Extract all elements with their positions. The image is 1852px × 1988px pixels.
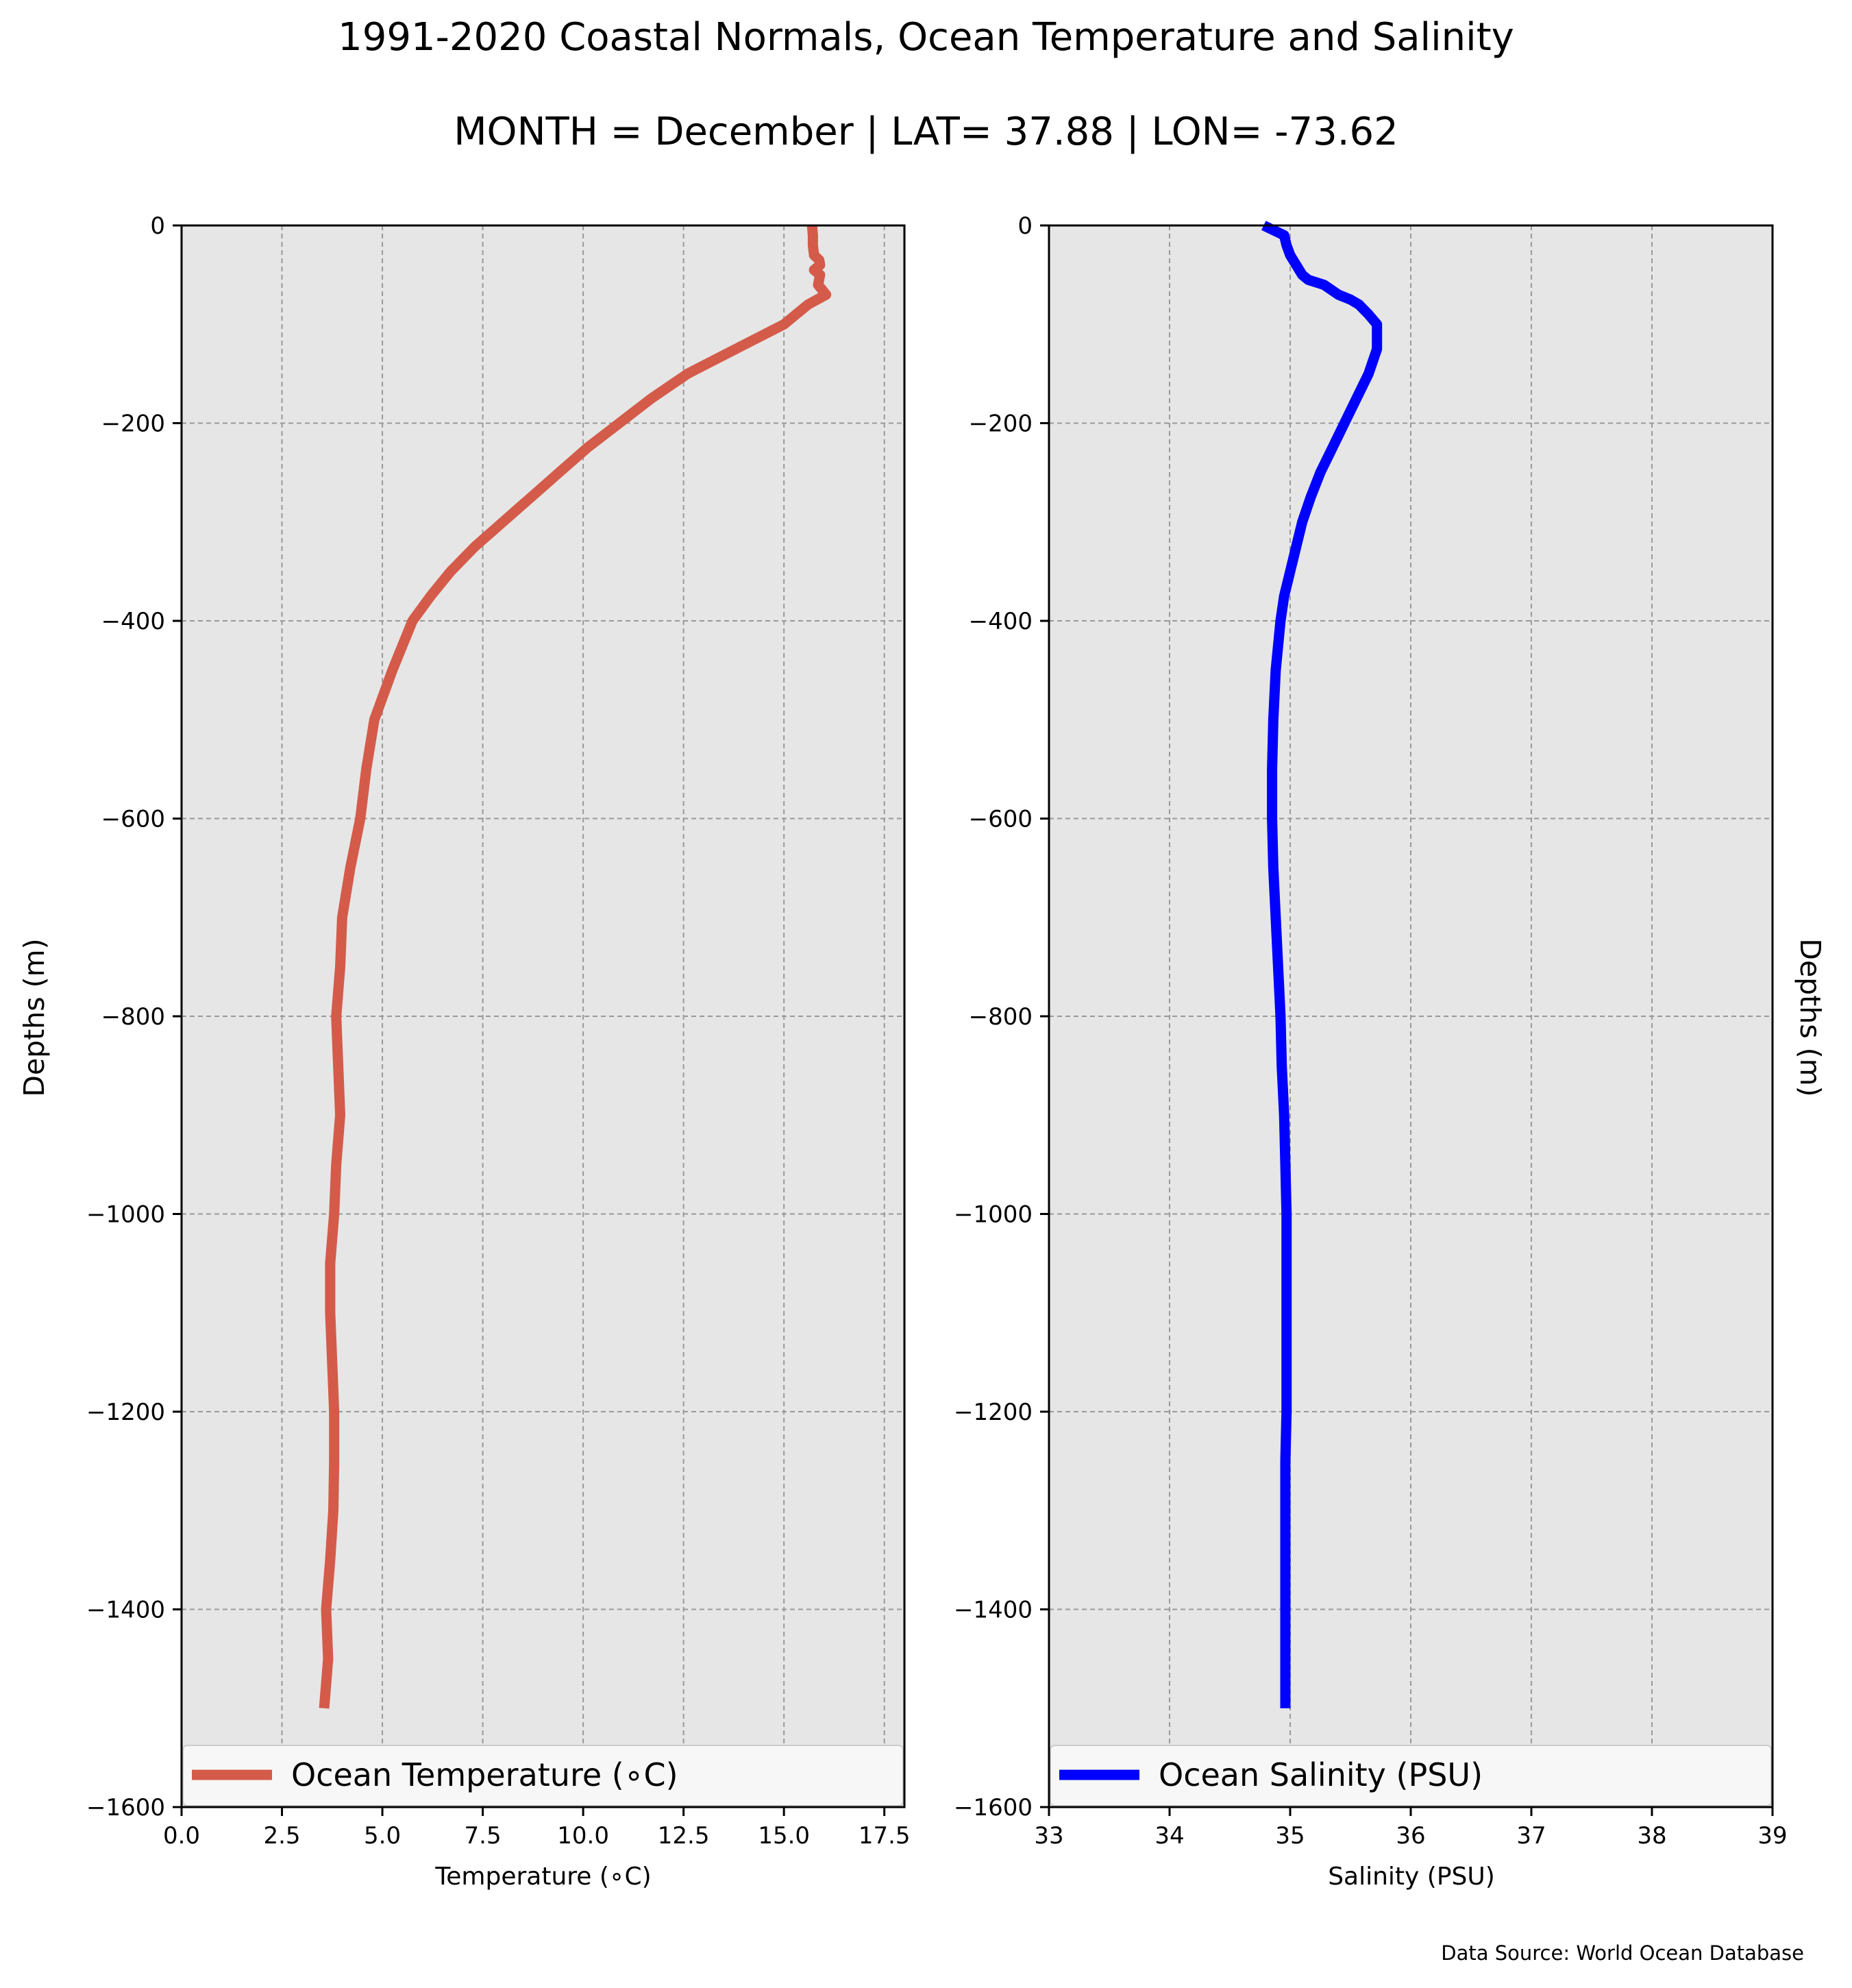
sal-legend: Ocean Salinity (PSU) — [1050, 1745, 1772, 1806]
temp-y-tick-label: −200 — [101, 410, 165, 438]
sal-x-tick-label: 35 — [1275, 1822, 1305, 1850]
sal-x-tick-label: 37 — [1516, 1822, 1546, 1850]
temp-y-tick-label: −1200 — [86, 1399, 165, 1426]
temp-legend-label: Ocean Temperature (∘C) — [291, 1756, 678, 1793]
temp-x-tick-label: 15.0 — [758, 1822, 810, 1850]
sal-y-tick-label: −1600 — [954, 1794, 1033, 1821]
data-source-note: Data Source: World Ocean Database — [1441, 1941, 1804, 1965]
sal-x-tick-label: 34 — [1155, 1822, 1184, 1850]
temp-x-tick-label: 10.0 — [557, 1822, 609, 1850]
sal-x-tick-label: 38 — [1637, 1822, 1666, 1850]
chart-title: 1991-2020 Coastal Normals, Ocean Tempera… — [338, 15, 1514, 60]
temp-x-tick-label: 2.5 — [263, 1822, 300, 1850]
temperature-panel: Ocean Temperature (∘C) 0.0 2.5 5.0 7.5 10.0 12… — [86, 212, 911, 1850]
sal-series-line — [1261, 221, 1383, 1708]
sal-y-tick-label: −1200 — [954, 1399, 1033, 1426]
sal-y-tick-label: −1400 — [954, 1597, 1033, 1624]
temp-y-tick-label: −1600 — [86, 1794, 165, 1821]
temp-series-line — [319, 225, 832, 1709]
sal-y-tick-label: −200 — [969, 410, 1033, 438]
right-x-axis-label: Salinity (PSU) — [1328, 1863, 1495, 1891]
sal-y-tick-label: −400 — [969, 608, 1033, 635]
sal-y-tick-label: −800 — [969, 1003, 1033, 1031]
temp-x-tick-label: 7.5 — [465, 1822, 502, 1850]
temp-legend: Ocean Temperature (∘C) — [182, 1745, 904, 1806]
temp-x-tick-label: 0.0 — [163, 1822, 200, 1850]
temp-y-tick-label: −1400 — [86, 1597, 165, 1624]
sal-legend-label: Ocean Salinity (PSU) — [1159, 1756, 1483, 1793]
chart-subtitle: MONTH = December | LAT= 37.88 | LON= -73… — [454, 110, 1398, 154]
temp-x-tick-label: 5.0 — [364, 1822, 401, 1850]
sal-x-tick-label: 33 — [1034, 1822, 1063, 1850]
temp-x-tick-label: 12.5 — [658, 1822, 710, 1850]
salinity-panel: Ocean Salinity (PSU) 33 34 35 36 37 38 39 0 −200 −… — [954, 212, 1788, 1850]
sal-y-tick-label: 0 — [1017, 212, 1033, 240]
sal-x-tick-label: 39 — [1757, 1822, 1787, 1850]
temp-y-tick-label: −400 — [101, 608, 165, 635]
temp-y-tick-label: 0 — [150, 212, 165, 240]
temp-y-tick-label: −800 — [101, 1003, 165, 1031]
left-x-axis-label: Temperature (∘C) — [435, 1863, 652, 1891]
temp-y-tick-label: −600 — [101, 806, 165, 833]
sal-x-tick-label: 36 — [1396, 1822, 1425, 1850]
temp-legend-box — [182, 1745, 904, 1806]
temp-x-tick-label: 17.5 — [859, 1822, 911, 1850]
sal-y-tick-label: −600 — [969, 806, 1033, 833]
sal-y-tick-label: −1000 — [954, 1201, 1033, 1229]
temp-y-tick-label: −1000 — [86, 1201, 165, 1229]
sal-legend-box — [1050, 1745, 1772, 1806]
